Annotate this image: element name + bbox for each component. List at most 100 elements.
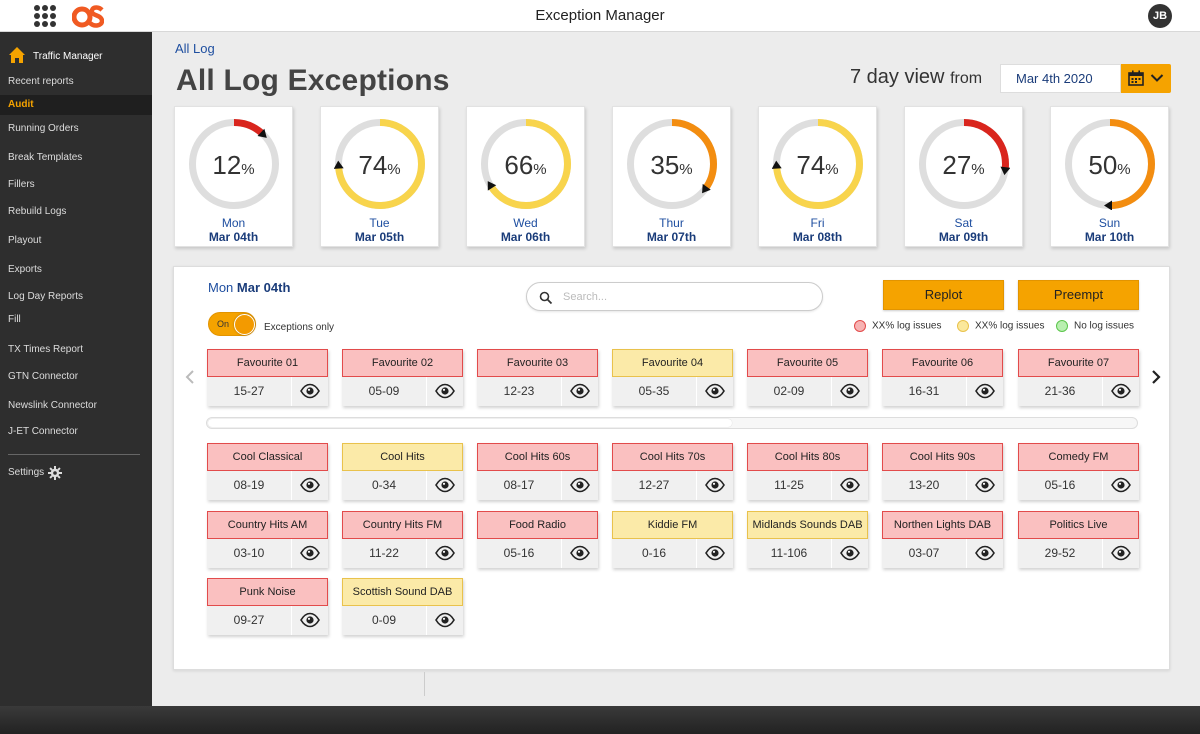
exceptions-toggle[interactable]: On (208, 312, 256, 336)
station-tile[interactable]: Scottish Sound DAB 0-09 (342, 578, 463, 635)
date-field[interactable]: Mar 4th 2020 (1000, 64, 1121, 93)
station-range: 08-17 (503, 478, 535, 492)
sidebar-item-newslink-connector[interactable]: Newslink Connector (8, 400, 97, 411)
view-button[interactable] (291, 377, 328, 406)
calendar-button[interactable] (1121, 64, 1171, 93)
favourite-tile[interactable]: Favourite 02 05-09 (342, 349, 463, 406)
sidebar-item-log-day-reports[interactable]: Log Day Reports (8, 291, 84, 302)
favourite-tile[interactable]: Favourite 03 12-23 (477, 349, 598, 406)
view-button[interactable] (1102, 471, 1139, 500)
view-button[interactable] (696, 471, 733, 500)
favourite-name: Favourite 02 (342, 349, 463, 377)
favourite-range: 12-23 (503, 384, 535, 398)
view-button[interactable] (426, 539, 463, 568)
station-tile[interactable]: Cool Hits 80s 11-25 (747, 443, 868, 500)
station-tile[interactable]: Country Hits AM 03-10 (207, 511, 328, 568)
favourites-scrollbar[interactable] (206, 417, 1138, 429)
eye-icon (435, 545, 455, 561)
preempt-button[interactable]: Preempt (1018, 280, 1139, 310)
progress-pointer (334, 160, 344, 169)
station-tile[interactable]: Kiddie FM 0-16 (612, 511, 733, 568)
view-button[interactable] (561, 539, 598, 568)
sidebar-item-rebuild-logs[interactable]: Rebuild Logs (8, 206, 67, 217)
view-button[interactable] (966, 539, 1003, 568)
view-button[interactable] (1102, 377, 1139, 406)
eye-icon (975, 477, 995, 493)
percent-number: 66 (504, 150, 534, 180)
view-button[interactable] (831, 539, 868, 568)
progress-arc (773, 119, 863, 209)
view-button[interactable] (831, 377, 868, 406)
sidebar-item-running-orders[interactable]: Running Orders (8, 123, 79, 134)
eye-icon (705, 545, 725, 561)
view-button[interactable] (561, 377, 598, 406)
station-tile[interactable]: Politics Live 29-52 (1018, 511, 1139, 568)
view-button[interactable] (696, 377, 733, 406)
sidebar-item-exports[interactable]: Exports (8, 264, 42, 275)
day-card-wed[interactable]: 66% Wed Mar 06th (466, 106, 585, 247)
sidebar-item-tx-times-report[interactable]: TX Times Report (8, 344, 84, 355)
settings-link[interactable]: Settings (0, 462, 152, 484)
percent-number: 12 (212, 150, 242, 180)
day-card-sat[interactable]: 27% Sat Mar 09th (904, 106, 1023, 247)
progress-pointer (257, 128, 267, 138)
favourite-tile[interactable]: Favourite 06 16-31 (882, 349, 1003, 406)
percent-unit: % (241, 161, 255, 178)
replot-button[interactable]: Replot (883, 280, 1004, 310)
app-grid-icon[interactable] (34, 5, 56, 27)
station-tile[interactable]: Cool Hits 70s 12-27 (612, 443, 733, 500)
view-button[interactable] (426, 606, 463, 635)
station-tile[interactable]: Cool Hits 90s 13-20 (882, 443, 1003, 500)
legend-dot (957, 320, 969, 332)
view-button[interactable] (966, 471, 1003, 500)
station-name: Cool Hits 60s (477, 443, 598, 471)
station-tile[interactable]: Cool Classical 08-19 (207, 443, 328, 500)
sidebar-item-fillers[interactable]: Fillers (8, 179, 35, 190)
day-card-sun[interactable]: 50% Sun Mar 10th (1050, 106, 1169, 247)
view-button[interactable] (426, 471, 463, 500)
station-name: Northen Lights DAB (882, 511, 1003, 539)
favourite-tile[interactable]: Favourite 01 15-27 (207, 349, 328, 406)
view-button[interactable] (831, 471, 868, 500)
station-tile[interactable]: Northen Lights DAB 03-07 (882, 511, 1003, 568)
sidebar-item-gtn-connector[interactable]: GTN Connector (8, 371, 79, 382)
sidebar-item-audit[interactable]: Audit (0, 95, 152, 115)
sidebar-item-fill[interactable]: Fill (8, 314, 21, 325)
station-tile[interactable]: Midlands Sounds DAB 11-106 (747, 511, 868, 568)
search-input[interactable] (563, 289, 803, 305)
favourite-tile[interactable]: Favourite 07 21-36 (1018, 349, 1139, 406)
view-range-label: 7 day view (850, 66, 945, 88)
favourite-tile[interactable]: Favourite 04 05-35 (612, 349, 733, 406)
day-card-tue[interactable]: 74% Tue Mar 05th (320, 106, 439, 247)
view-button[interactable] (291, 539, 328, 568)
station-tile[interactable]: Country Hits FM 11-22 (342, 511, 463, 568)
station-tile[interactable]: Cool Hits 0-34 (342, 443, 463, 500)
view-button[interactable] (696, 539, 733, 568)
day-card-mon[interactable]: 12% Mon Mar 04th (174, 106, 293, 247)
chevron-left-icon[interactable] (184, 369, 196, 385)
view-button[interactable] (1102, 539, 1139, 568)
user-avatar[interactable]: JB (1148, 4, 1172, 28)
day-card-thur[interactable]: 35% Thur Mar 07th (612, 106, 731, 247)
station-tile[interactable]: Comedy FM 05-16 (1018, 443, 1139, 500)
sidebar-item-break-templates[interactable]: Break Templates (8, 152, 83, 163)
station-tile[interactable]: Punk Noise 09-27 (207, 578, 328, 635)
day-card-fri[interactable]: 74% Fri Mar 08th (758, 106, 877, 247)
settings-label: Settings (8, 467, 45, 478)
favourite-name: Favourite 03 (477, 349, 598, 377)
view-button[interactable] (291, 606, 328, 635)
sidebar-item-j-et-connector[interactable]: J-ET Connector (8, 426, 78, 437)
sidebar-item-recent-reports[interactable]: Recent reports (8, 76, 74, 87)
scrollbar-thumb[interactable] (208, 419, 732, 427)
view-button[interactable] (426, 377, 463, 406)
favourite-tile[interactable]: Favourite 05 02-09 (747, 349, 868, 406)
station-tile[interactable]: Cool Hits 60s 08-17 (477, 443, 598, 500)
chevron-right-icon[interactable] (1150, 369, 1162, 385)
view-button[interactable] (966, 377, 1003, 406)
station-tile[interactable]: Food Radio 05-16 (477, 511, 598, 568)
view-button[interactable] (561, 471, 598, 500)
sidebar-item-playout[interactable]: Playout (8, 235, 42, 246)
view-button[interactable] (291, 471, 328, 500)
breadcrumb[interactable]: All Log (175, 41, 215, 56)
search-box[interactable] (526, 282, 823, 311)
